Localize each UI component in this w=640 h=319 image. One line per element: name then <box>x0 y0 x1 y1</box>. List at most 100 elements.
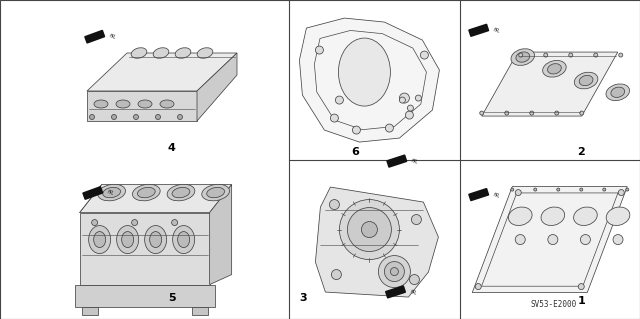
Text: FR.: FR. <box>410 289 418 296</box>
Polygon shape <box>75 285 214 307</box>
Ellipse shape <box>103 187 120 198</box>
Polygon shape <box>79 185 232 212</box>
Circle shape <box>385 262 404 282</box>
Circle shape <box>619 53 623 57</box>
Ellipse shape <box>175 48 191 58</box>
Bar <box>82 307 98 315</box>
Circle shape <box>480 111 484 115</box>
FancyBboxPatch shape <box>83 186 103 200</box>
Circle shape <box>548 234 558 245</box>
Ellipse shape <box>132 184 160 201</box>
Circle shape <box>177 115 182 120</box>
Ellipse shape <box>611 87 625 97</box>
Circle shape <box>519 53 523 57</box>
Circle shape <box>557 188 560 191</box>
Ellipse shape <box>153 48 169 58</box>
Circle shape <box>530 111 534 115</box>
Text: FR.: FR. <box>107 189 116 197</box>
Ellipse shape <box>339 38 390 106</box>
Circle shape <box>412 215 421 225</box>
Ellipse shape <box>167 184 195 201</box>
Circle shape <box>405 111 413 119</box>
Ellipse shape <box>138 187 156 198</box>
Circle shape <box>476 284 481 290</box>
Circle shape <box>362 222 378 238</box>
Ellipse shape <box>131 48 147 58</box>
FancyBboxPatch shape <box>84 30 105 44</box>
Ellipse shape <box>202 184 230 201</box>
Circle shape <box>92 219 98 226</box>
FancyBboxPatch shape <box>385 285 406 299</box>
Polygon shape <box>210 185 232 285</box>
Circle shape <box>353 126 360 134</box>
Circle shape <box>626 188 628 191</box>
Circle shape <box>580 234 591 245</box>
Polygon shape <box>87 91 197 121</box>
Circle shape <box>399 93 410 103</box>
Ellipse shape <box>172 187 190 198</box>
Polygon shape <box>79 212 210 285</box>
Circle shape <box>348 208 392 252</box>
Circle shape <box>132 219 138 226</box>
Ellipse shape <box>160 100 174 108</box>
Text: FR.: FR. <box>493 27 501 34</box>
Ellipse shape <box>93 232 106 248</box>
Ellipse shape <box>178 232 189 248</box>
Circle shape <box>330 200 339 210</box>
Circle shape <box>111 115 116 120</box>
Circle shape <box>330 114 339 122</box>
Ellipse shape <box>173 226 195 254</box>
Ellipse shape <box>150 232 162 248</box>
Circle shape <box>332 270 341 279</box>
Ellipse shape <box>511 49 534 65</box>
Polygon shape <box>482 52 618 116</box>
Circle shape <box>580 111 584 115</box>
Ellipse shape <box>508 207 532 226</box>
Circle shape <box>618 189 624 196</box>
Ellipse shape <box>516 52 530 62</box>
Text: FR.: FR. <box>109 33 118 41</box>
Circle shape <box>544 53 548 57</box>
Ellipse shape <box>606 207 630 226</box>
Circle shape <box>569 53 573 57</box>
Circle shape <box>603 188 605 191</box>
Text: 1: 1 <box>577 296 585 307</box>
Circle shape <box>505 111 509 115</box>
Circle shape <box>316 46 323 54</box>
Circle shape <box>390 268 398 276</box>
Circle shape <box>335 96 344 104</box>
Ellipse shape <box>548 64 561 74</box>
Ellipse shape <box>116 226 139 254</box>
Ellipse shape <box>116 100 130 108</box>
Circle shape <box>515 234 525 245</box>
Ellipse shape <box>138 100 152 108</box>
Circle shape <box>408 105 413 111</box>
Ellipse shape <box>98 184 125 201</box>
Text: 3: 3 <box>300 293 307 303</box>
Circle shape <box>580 188 583 191</box>
Polygon shape <box>87 53 237 91</box>
Polygon shape <box>316 187 438 297</box>
Circle shape <box>534 188 537 191</box>
Text: FR.: FR. <box>493 192 501 199</box>
Circle shape <box>415 95 421 101</box>
Circle shape <box>511 188 514 191</box>
Ellipse shape <box>573 207 597 226</box>
Ellipse shape <box>197 48 213 58</box>
FancyBboxPatch shape <box>468 188 489 201</box>
Circle shape <box>385 124 394 132</box>
Polygon shape <box>472 187 627 293</box>
Circle shape <box>613 234 623 245</box>
Circle shape <box>156 115 161 120</box>
Circle shape <box>399 97 405 103</box>
Ellipse shape <box>579 75 593 86</box>
Polygon shape <box>300 18 440 142</box>
Bar <box>191 307 207 315</box>
Ellipse shape <box>122 232 134 248</box>
Ellipse shape <box>541 207 564 226</box>
Ellipse shape <box>207 187 225 198</box>
Circle shape <box>594 53 598 57</box>
Polygon shape <box>197 53 237 121</box>
Circle shape <box>339 200 399 260</box>
Circle shape <box>410 275 419 285</box>
